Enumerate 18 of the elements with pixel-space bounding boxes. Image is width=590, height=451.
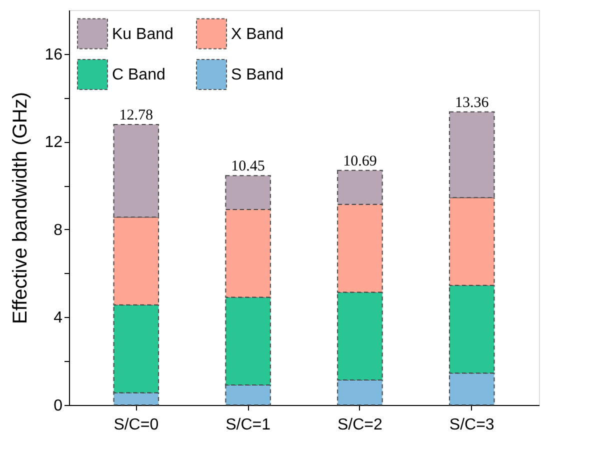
y-tick-label: 4 (54, 310, 63, 327)
y-axis-title: Effective bandwidth (GHz) (10, 92, 32, 324)
y-tick-label: 12 (44, 134, 63, 152)
y-tick-label: 8 (54, 222, 63, 239)
total-label: 10.45 (231, 158, 265, 175)
total-label: 12.78 (119, 108, 154, 124)
total-label: 10.69 (343, 153, 377, 170)
y-tick-label: 16 (44, 46, 63, 64)
x-tick-label: S/C=2 (337, 416, 383, 434)
legend-label: X Band (231, 26, 284, 43)
legend-label: Ku Band (112, 26, 174, 43)
legend-label: C Band (112, 66, 166, 84)
x-tick-label: S/C=0 (114, 416, 159, 434)
x-tick-label: S/C=1 (226, 416, 271, 434)
y-tick-label: 0 (54, 398, 63, 414)
x-tick-label: S/C=3 (449, 416, 494, 434)
total-label: 13.36 (454, 94, 490, 111)
legend-label: S Band (231, 66, 284, 84)
